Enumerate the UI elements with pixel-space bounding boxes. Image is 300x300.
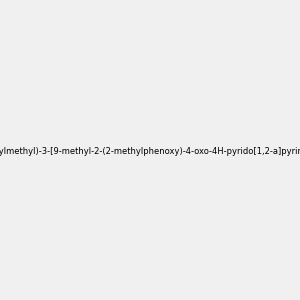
Text: (2E)-2-cyano-N-(furan-2-ylmethyl)-3-[9-methyl-2-(2-methylphenoxy)-4-oxo-4H-pyrid: (2E)-2-cyano-N-(furan-2-ylmethyl)-3-[9-m… xyxy=(0,147,300,156)
